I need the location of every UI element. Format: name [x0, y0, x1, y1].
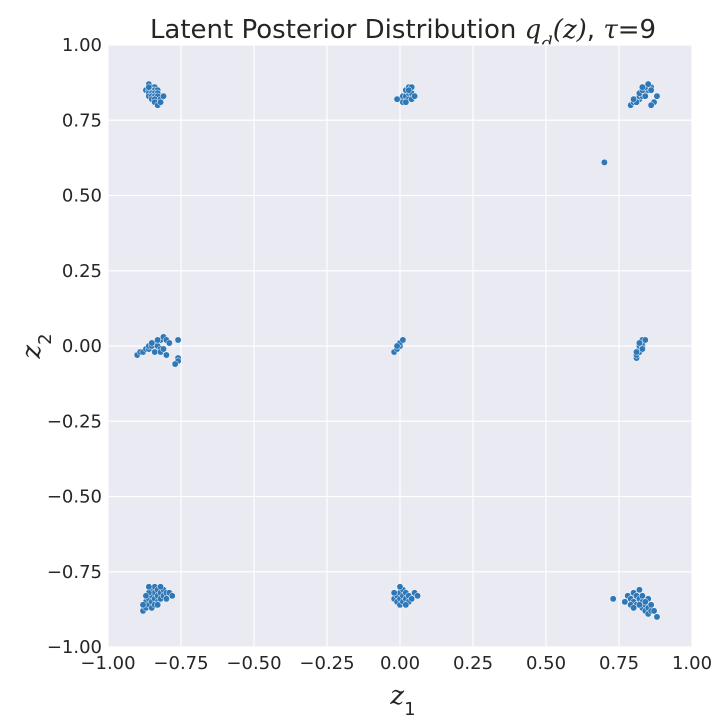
data-point	[399, 336, 407, 344]
data-point	[402, 601, 410, 609]
x-tick-label: 0.50	[526, 653, 566, 674]
data-point	[157, 98, 165, 106]
data-point	[650, 607, 658, 615]
data-point	[641, 92, 649, 100]
y-tick-label: 0.25	[62, 261, 102, 282]
x-tick-label: −0.25	[299, 653, 354, 674]
data-point	[154, 336, 162, 344]
x-tick-label: 0.75	[599, 653, 639, 674]
data-point	[638, 83, 646, 91]
data-point	[600, 158, 608, 166]
data-point	[393, 95, 401, 103]
data-point	[171, 360, 179, 368]
data-point	[641, 336, 649, 344]
data-point	[630, 95, 638, 103]
data-point	[638, 592, 646, 600]
data-point	[411, 92, 419, 100]
data-point	[405, 86, 413, 94]
data-point	[154, 601, 162, 609]
data-point	[653, 613, 661, 621]
data-point	[414, 592, 421, 600]
x-axis-label: z1	[389, 681, 415, 720]
data-point	[142, 592, 150, 600]
data-point	[396, 583, 404, 591]
y-tick-label: −0.50	[47, 487, 102, 508]
data-point	[647, 601, 655, 609]
data-point	[165, 339, 173, 347]
data-point	[139, 601, 147, 609]
data-point	[609, 595, 617, 603]
x-tick-label: 0.00	[380, 653, 420, 674]
x-tick-label: 1.00	[672, 653, 712, 674]
data-point	[630, 604, 638, 612]
data-point	[145, 583, 153, 591]
data-point	[402, 98, 410, 106]
x-tick-label: −0.75	[153, 653, 208, 674]
data-point	[641, 598, 649, 606]
data-point	[151, 348, 159, 356]
data-point	[148, 339, 156, 347]
y-axis-ticks: −1.00 −0.75 −0.50 −0.25 0.00 0.25 0.50 0.75 1.00	[47, 35, 102, 658]
data-point	[393, 342, 401, 350]
data-point	[168, 592, 176, 600]
data-point	[635, 601, 643, 609]
y-tick-label: 1.00	[62, 35, 102, 56]
y-tick-label: −0.75	[47, 562, 102, 583]
y-tick-label: 0.75	[62, 110, 102, 131]
data-point	[635, 339, 643, 347]
data-points	[133, 80, 661, 621]
data-point	[647, 86, 655, 94]
data-point	[145, 83, 153, 91]
data-point	[157, 583, 165, 591]
data-point	[174, 336, 182, 344]
data-point	[162, 351, 170, 359]
y-tick-label: 0.50	[62, 186, 102, 207]
data-point	[390, 589, 398, 597]
x-tick-label: 0.25	[453, 653, 493, 674]
data-point	[160, 92, 167, 100]
data-point	[653, 92, 661, 100]
x-tick-label: −1.00	[80, 653, 135, 674]
x-axis-ticks: −1.00 −0.75 −0.50 −0.25 0.00 0.25 0.50 0.75 1.00	[80, 653, 712, 674]
data-point	[635, 586, 643, 594]
data-point	[633, 348, 640, 356]
data-point	[160, 345, 167, 353]
y-axis-label: z2	[17, 333, 56, 359]
data-point	[644, 80, 652, 88]
data-point	[621, 598, 629, 606]
data-point	[647, 101, 655, 109]
data-point	[162, 595, 170, 603]
y-tick-label: −1.00	[47, 637, 102, 658]
data-point	[638, 345, 646, 353]
x-tick-label: −0.50	[226, 653, 281, 674]
y-tick-label: 0.00	[62, 336, 102, 357]
data-point	[408, 595, 416, 603]
y-tick-label: −0.25	[47, 411, 102, 432]
chart-title: Latent Posterior Distribution qd(z), τ=9	[150, 15, 656, 54]
